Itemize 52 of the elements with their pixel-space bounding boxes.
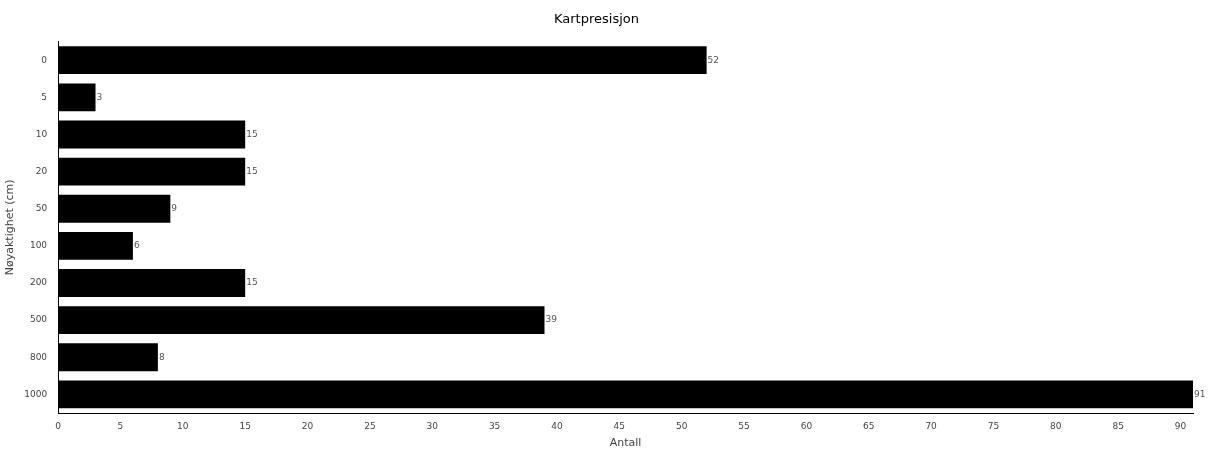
y-tick-label: 1000 [24,388,48,399]
bar [58,157,246,186]
data-label: 91 [1194,388,1206,399]
chart-title: Kartpresisjon [554,11,639,27]
data-label: 15 [246,128,258,139]
data-label: 3 [96,91,103,102]
x-tick-label: 0 [55,420,62,431]
y-tick-label: 5 [41,91,48,102]
bar [58,231,133,260]
x-tick-label: 75 [987,420,1000,431]
x-tick-label: 65 [863,420,875,431]
x-tick-label: 85 [1112,420,1124,431]
x-tick-label: 50 [675,420,688,431]
data-label: 6 [133,240,140,251]
y-tick-label: 100 [29,240,48,251]
x-tick-label: 35 [488,420,501,431]
bar [58,269,246,297]
data-label: 15 [246,165,258,176]
x-tick-label: 20 [301,420,314,431]
data-label: 15 [246,277,258,288]
bar [58,120,246,149]
y-tick-label: 800 [29,351,48,362]
x-tick-label: 90 [1174,420,1187,431]
y-tick-label: 0 [41,54,48,65]
bar [58,83,96,112]
data-label: 52 [707,54,720,65]
x-tick-label: 5 [117,420,124,431]
bar [58,306,545,335]
x-tick-label: 15 [239,420,251,431]
x-tick-label: 45 [613,420,626,431]
y-tick-label: 500 [29,314,48,325]
y-axis-title: Nøyaktighet (cm) [3,179,17,276]
x-tick-label: 80 [1050,420,1062,431]
y-tick-label: 200 [29,277,48,288]
y-tick-label: 10 [35,128,48,139]
bar [58,194,171,223]
y-tick-label: 50 [35,203,48,214]
x-axis-title: Antall [609,436,642,450]
x-tick-label: 25 [364,420,376,431]
data-label: 9 [171,203,178,214]
x-tick-label: 60 [800,420,813,431]
data-label: 8 [158,351,165,362]
bar [58,46,707,75]
x-tick-label: 70 [925,420,938,431]
x-tick-label: 40 [551,420,563,431]
data-label: 39 [545,314,558,325]
bar [58,380,1193,409]
y-tick-label: 20 [35,165,48,176]
bar [58,343,158,372]
x-tick-label: 10 [177,420,189,431]
x-tick-label: 30 [426,420,439,431]
x-tick-label: 55 [738,420,750,431]
